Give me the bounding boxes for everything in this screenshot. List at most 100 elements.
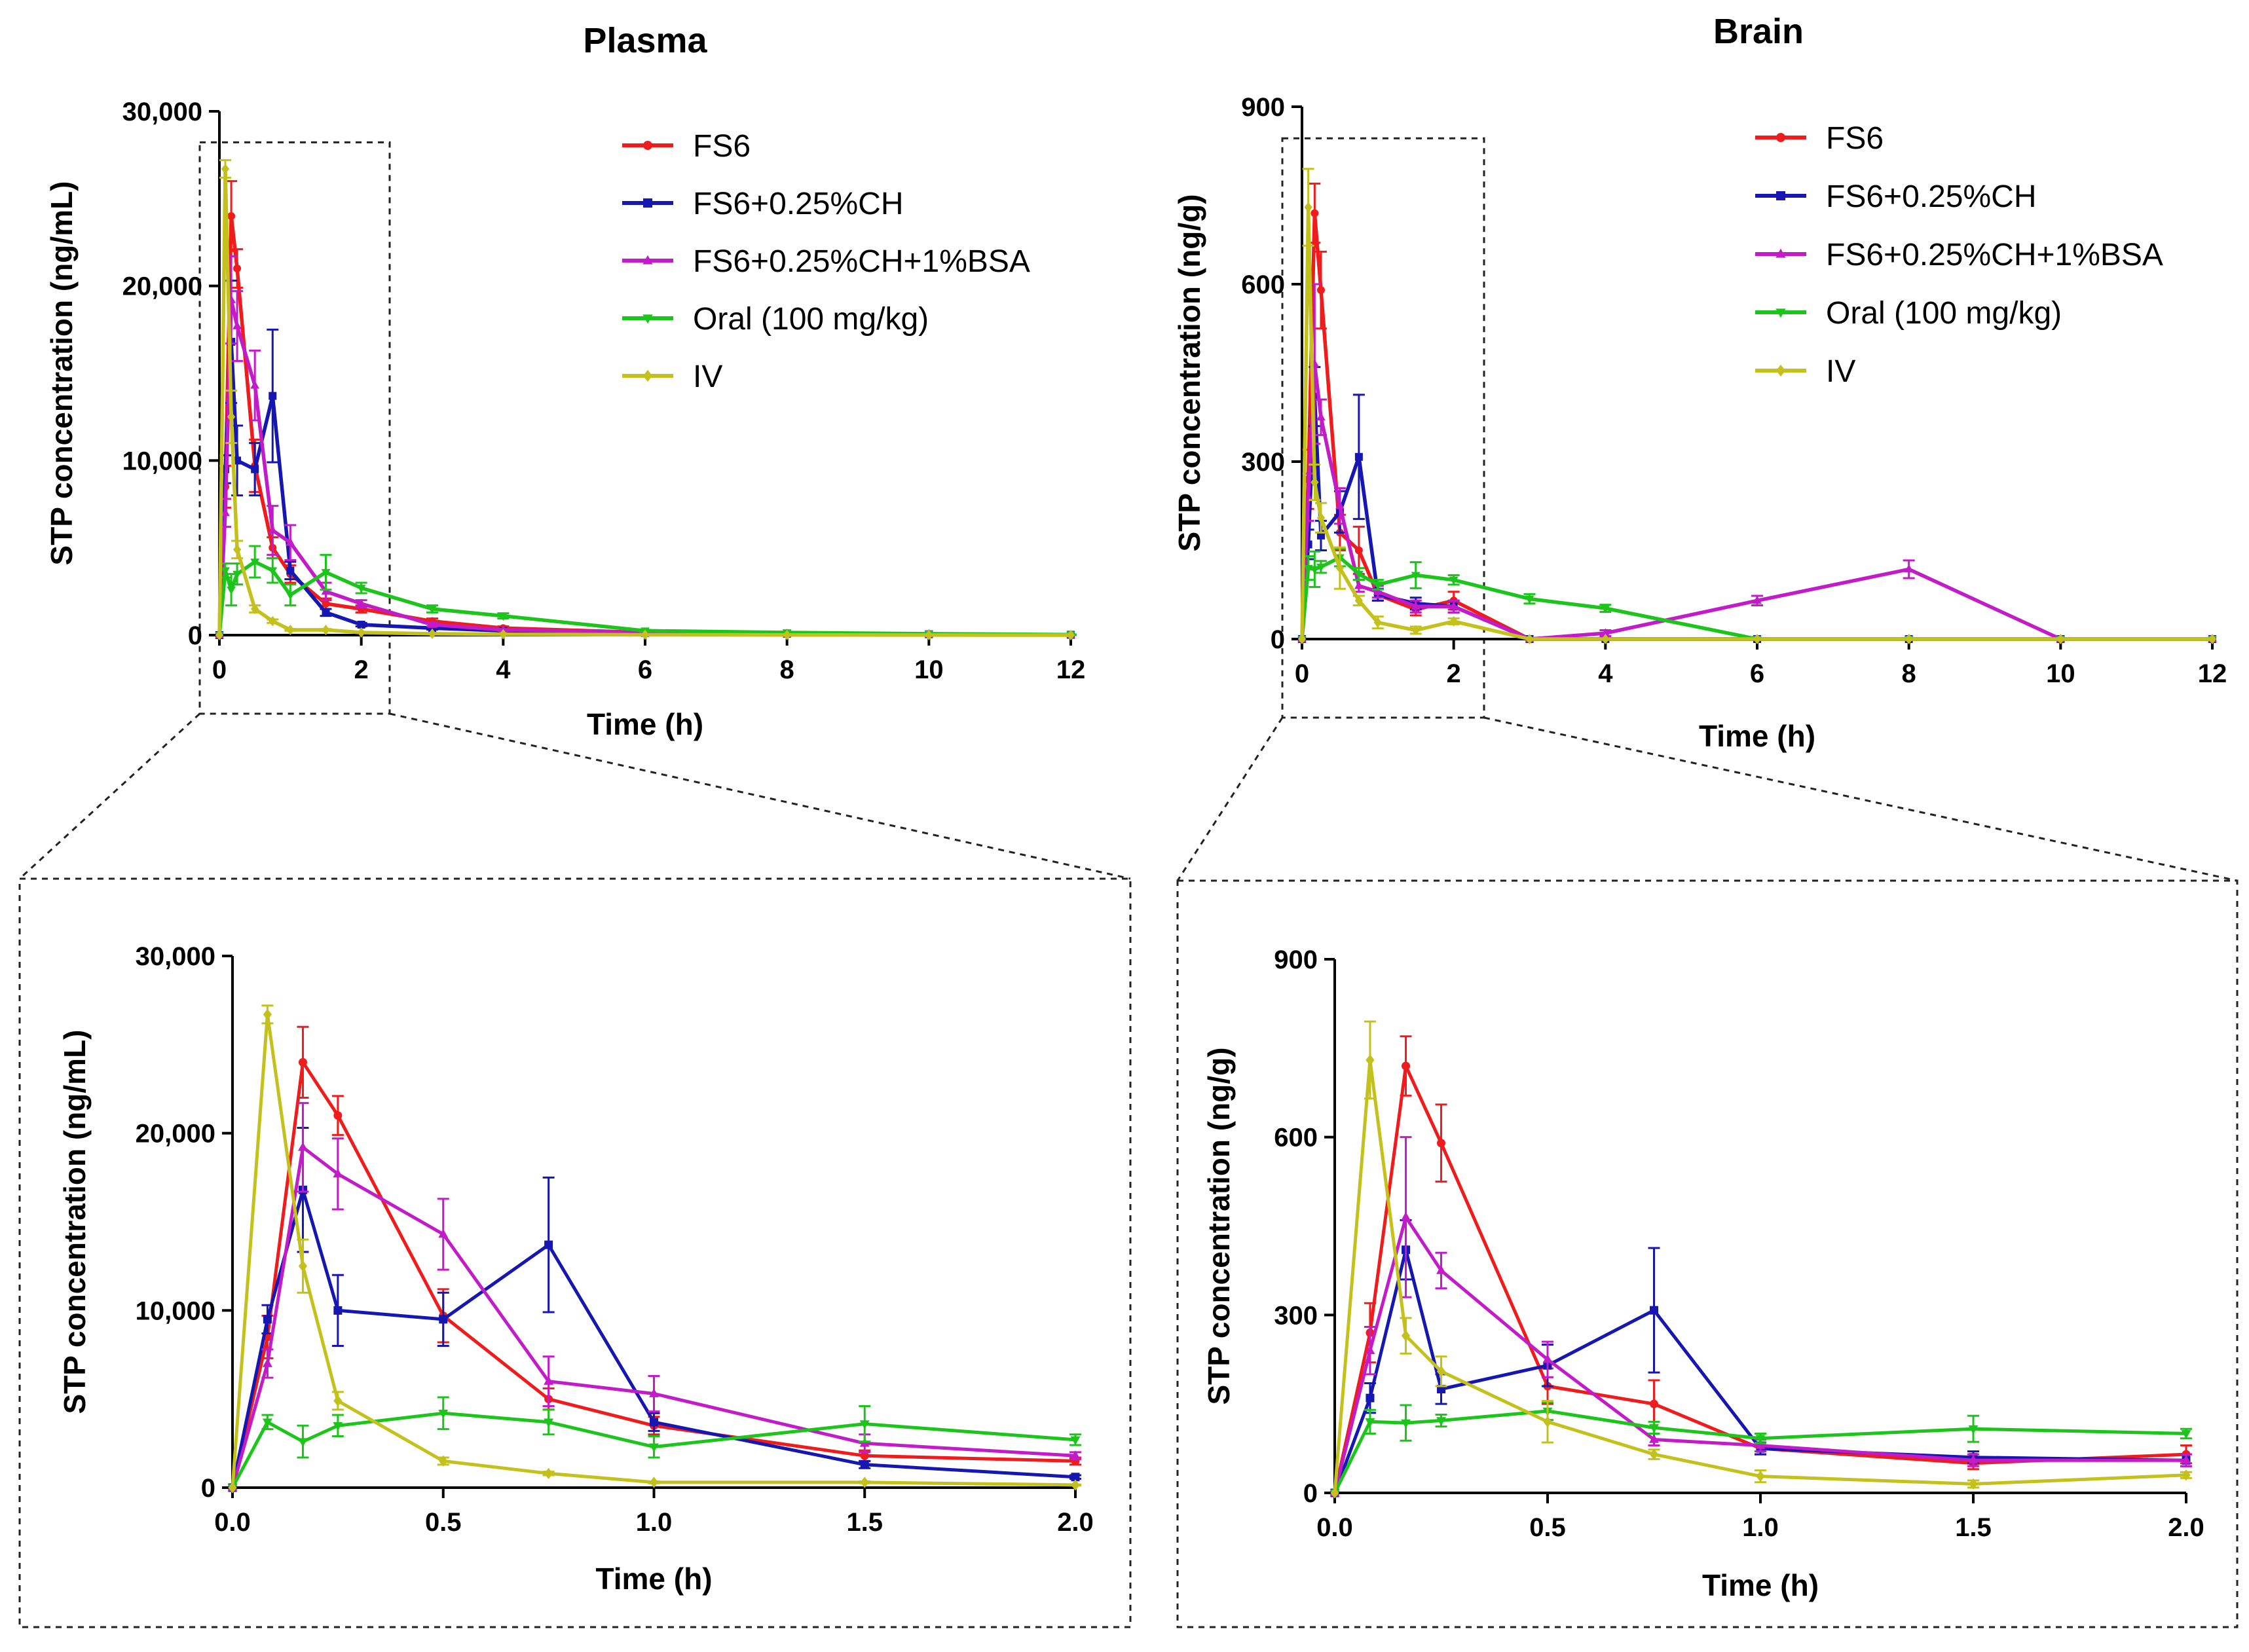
data-point: [1411, 572, 1421, 581]
data-point: [1449, 601, 1459, 610]
legend-marker: [642, 314, 653, 324]
x-tick-label: 2: [1447, 659, 1461, 688]
data-point: [1071, 1479, 1080, 1491]
data-point: [1756, 1471, 1765, 1482]
data-point: [227, 586, 236, 595]
data-point: [1365, 1418, 1375, 1427]
series-fs6-0-25-ch: [1330, 1219, 2192, 1497]
data-point: [227, 212, 236, 220]
data-point: [1366, 1054, 1375, 1066]
data-point: [1525, 634, 1534, 644]
legend-marker: [1775, 308, 1786, 318]
data-point: [333, 1306, 343, 1315]
data-point: [1316, 286, 1325, 294]
data-point: [1649, 1434, 1659, 1443]
data-point: [262, 1358, 272, 1367]
x-tick-label: 2: [354, 655, 369, 684]
data-point: [1904, 564, 1914, 573]
data-point: [1436, 1265, 1446, 1274]
data-point: [1601, 634, 1610, 644]
data-point: [250, 380, 260, 389]
x-tick-label: 0.0: [1316, 1513, 1353, 1542]
data-point: [263, 1315, 272, 1324]
legend-marker: [1776, 191, 1785, 200]
legend-label: Oral (100 mg/kg): [1826, 296, 2062, 331]
data-point: [1310, 477, 1319, 488]
data-point: [2056, 634, 2065, 644]
data-point: [438, 1410, 449, 1419]
data-point: [1401, 1330, 1411, 1342]
legend-marker: [1776, 133, 1785, 142]
data-point: [1316, 563, 1326, 572]
data-point: [298, 1057, 307, 1067]
data-point: [1066, 630, 1075, 640]
data-point: [499, 629, 508, 640]
y-tick-label: 20,000: [136, 1120, 215, 1148]
data-point: [1650, 1306, 1658, 1315]
series-line: [217, 167, 1071, 637]
y-tick-label: 900: [1274, 945, 1318, 974]
data-point: [1543, 1416, 1552, 1427]
data-point: [269, 392, 277, 400]
x-tick-label: 8: [780, 655, 794, 684]
x-tick-label: 0.0: [214, 1508, 251, 1537]
data-point: [1071, 1473, 1080, 1482]
data-point: [298, 1142, 308, 1151]
data-point: [925, 629, 933, 640]
data-point: [221, 164, 230, 174]
data-point: [1449, 615, 1458, 627]
x-tick-label: 0.5: [425, 1508, 462, 1537]
data-point: [428, 619, 437, 628]
y-tick-label: 600: [1274, 1124, 1318, 1152]
x-tick-label: 6: [1750, 659, 1764, 688]
legend: FS6 FS6+0.25%CH FS6+0.25%CH+1%BSA Oral (100…: [1755, 121, 2163, 389]
data-point: [1335, 562, 1345, 574]
legend-marker: [642, 255, 653, 265]
data-point: [251, 604, 259, 614]
chart-panels: Plasma 0 10,000 20,000 30,000 0 2 4 6 8 10 12 Time (…: [45, 12, 2227, 1602]
zoom-brain: [1176, 137, 2239, 1628]
chart-title: Brain: [1713, 12, 1804, 51]
series-line: [1333, 1058, 2187, 1494]
x-axis-title: Time (h): [595, 1562, 712, 1596]
data-point: [1649, 1448, 1659, 1460]
y-tick-label: 10,000: [122, 447, 202, 475]
panel-plasma: Plasma 0 10,000 20,000 30,000 0 2 4 6 8 10 12 Time (…: [45, 21, 1085, 741]
data-point: [221, 507, 230, 517]
data-point: [860, 1477, 869, 1488]
data-point: [649, 1477, 659, 1488]
data-point: [268, 567, 278, 576]
x-axis-title: Time (h): [587, 707, 703, 741]
legend-marker: [1776, 364, 1785, 377]
series-line: [1333, 1064, 2187, 1494]
x-tick-label: 1.5: [846, 1508, 883, 1537]
data-point: [544, 1376, 554, 1385]
data-point: [859, 1438, 870, 1447]
x-tick-label: 8: [1902, 659, 1916, 688]
panel-plasma-zoom: 0 10,000 20,000 30,000 0.0 0.5 1.0 1.5 2.0 Time (…: [58, 942, 1094, 1596]
y-axis-title: STP concentration (ng/mL): [45, 181, 79, 566]
legend-label: FS6+0.25%CH: [693, 187, 904, 221]
data-point: [1373, 587, 1383, 595]
zoom-connector-left: [1176, 717, 1284, 881]
data-point: [649, 1443, 659, 1452]
series-fs6-0-25-ch: [215, 280, 1077, 639]
x-tick-label: 1.5: [1955, 1513, 1992, 1542]
data-point: [1968, 1454, 1979, 1464]
y-tick-label: 0: [1303, 1479, 1318, 1508]
series-line: [217, 298, 1071, 637]
y-tick-label: 900: [1241, 93, 1285, 122]
data-point: [333, 1395, 343, 1406]
data-point: [649, 1388, 659, 1397]
chart-title: Plasma: [583, 21, 707, 60]
y-axis-title: STP concentration (ng/mL): [58, 1030, 92, 1414]
data-point: [356, 585, 366, 593]
data-point: [1449, 576, 1459, 585]
panel-brain-zoom: 0 300 600 900 0.0 0.5 1.0 1.5 2.0 Time (h) STP con…: [1202, 945, 2204, 1602]
data-point: [1297, 634, 1307, 644]
x-tick-label: 4: [1598, 659, 1613, 688]
data-point: [428, 628, 437, 639]
data-point: [268, 525, 278, 534]
series-fs6-0-25-ch-1-bsa: [1297, 283, 2217, 642]
